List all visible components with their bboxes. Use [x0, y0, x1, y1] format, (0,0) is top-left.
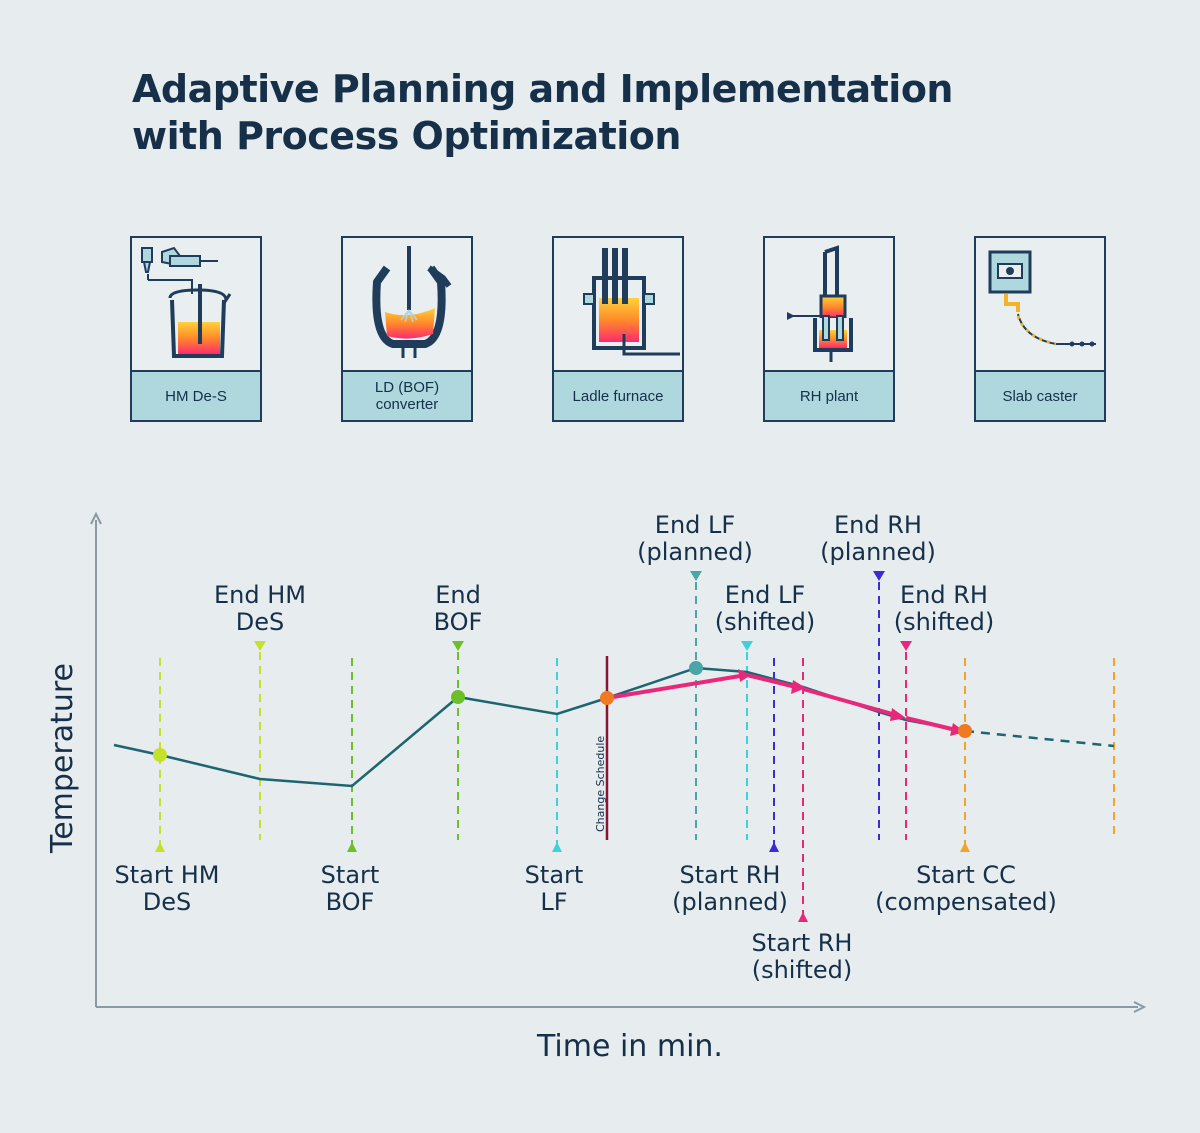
label-start-rh-planned-2: (planned)	[672, 888, 788, 916]
dot-end-bof	[451, 690, 465, 704]
label-end-hm-des-1: End HM	[214, 581, 306, 609]
ladle-furnace-icon	[583, 248, 680, 356]
page-title: Adaptive Planning and Implementation wit…	[132, 66, 1082, 160]
label-start-hm-des-1: Start HM	[114, 861, 219, 889]
change-schedule-label: Change Schedule	[594, 736, 607, 832]
rh-plant-icon	[787, 245, 853, 362]
label-end-bof-1: End	[435, 581, 481, 609]
axes: Temperature Time in min.	[45, 511, 1147, 1064]
station-label-rh: RH plant	[765, 370, 893, 420]
label-start-cc-1: Start CC	[916, 861, 1016, 889]
dot-start-hm-des	[153, 748, 167, 762]
hm-desulfurization-icon	[141, 246, 232, 358]
label-end-lf-planned-1: End LF	[655, 511, 735, 539]
station-card-cc: Slab caster	[974, 236, 1106, 422]
title-line-2: with Process Optimization	[132, 114, 681, 158]
label-start-rh-planned-1: Start RH	[680, 861, 781, 889]
label-end-rh-planned-2: (planned)	[820, 538, 936, 566]
station-card-hm-des: HM De-S	[130, 236, 262, 422]
station-label-hm-des: HM De-S	[132, 370, 260, 420]
label-start-bof-1: Start	[321, 861, 380, 889]
label-start-lf-2: LF	[540, 888, 567, 916]
label-start-rh-shifted-2: (shifted)	[752, 956, 853, 984]
station-label-cc: Slab caster	[976, 370, 1104, 420]
label-end-rh-shifted-2: (shifted)	[894, 608, 995, 636]
label-end-lf-shifted-1: End LF	[725, 581, 805, 609]
label-end-rh-shifted-1: End RH	[900, 581, 988, 609]
label-end-lf-planned-2: (planned)	[637, 538, 753, 566]
bof-converter-icon	[372, 246, 452, 358]
label-end-lf-shifted-2: (shifted)	[715, 608, 816, 636]
station-card-bof: LD (BOF) converter	[341, 236, 473, 422]
dot-start-cc	[958, 724, 972, 738]
temperature-line	[113, 666, 966, 788]
temperature-timeline-chart: Temperature Time in min.	[45, 511, 1147, 1064]
station-card-rh: RH plant	[763, 236, 895, 422]
shifted-path	[606, 669, 965, 736]
dot-change-schedule	[600, 691, 614, 705]
event-triangles	[155, 571, 970, 922]
title-line-1: Adaptive Planning and Implementation	[132, 67, 954, 111]
event-markers	[159, 582, 1115, 914]
dot-end-lf-planned	[689, 661, 703, 675]
station-label-bof: LD (BOF) converter	[343, 370, 471, 420]
slab-caster-icon	[988, 250, 1096, 347]
label-end-rh-planned-1: End RH	[834, 511, 922, 539]
event-labels: Start HM DeS End HM DeS Start BOF End BO…	[114, 511, 1056, 984]
temperature-projection	[964, 729, 1115, 748]
label-end-bof-2: BOF	[434, 608, 483, 636]
station-label-lf: Ladle furnace	[554, 370, 682, 420]
label-start-cc-2: (compensated)	[875, 888, 1057, 916]
label-start-rh-shifted-1: Start RH	[752, 929, 853, 957]
label-start-bof-2: BOF	[326, 888, 375, 916]
label-start-hm-des-2: DeS	[143, 888, 191, 916]
station-card-lf: Ladle furnace	[552, 236, 684, 422]
x-axis-label: Time in min.	[536, 1029, 723, 1064]
y-axis-label: Temperature	[45, 663, 80, 854]
label-end-hm-des-2: DeS	[236, 608, 284, 636]
label-start-lf-1: Start	[525, 861, 584, 889]
